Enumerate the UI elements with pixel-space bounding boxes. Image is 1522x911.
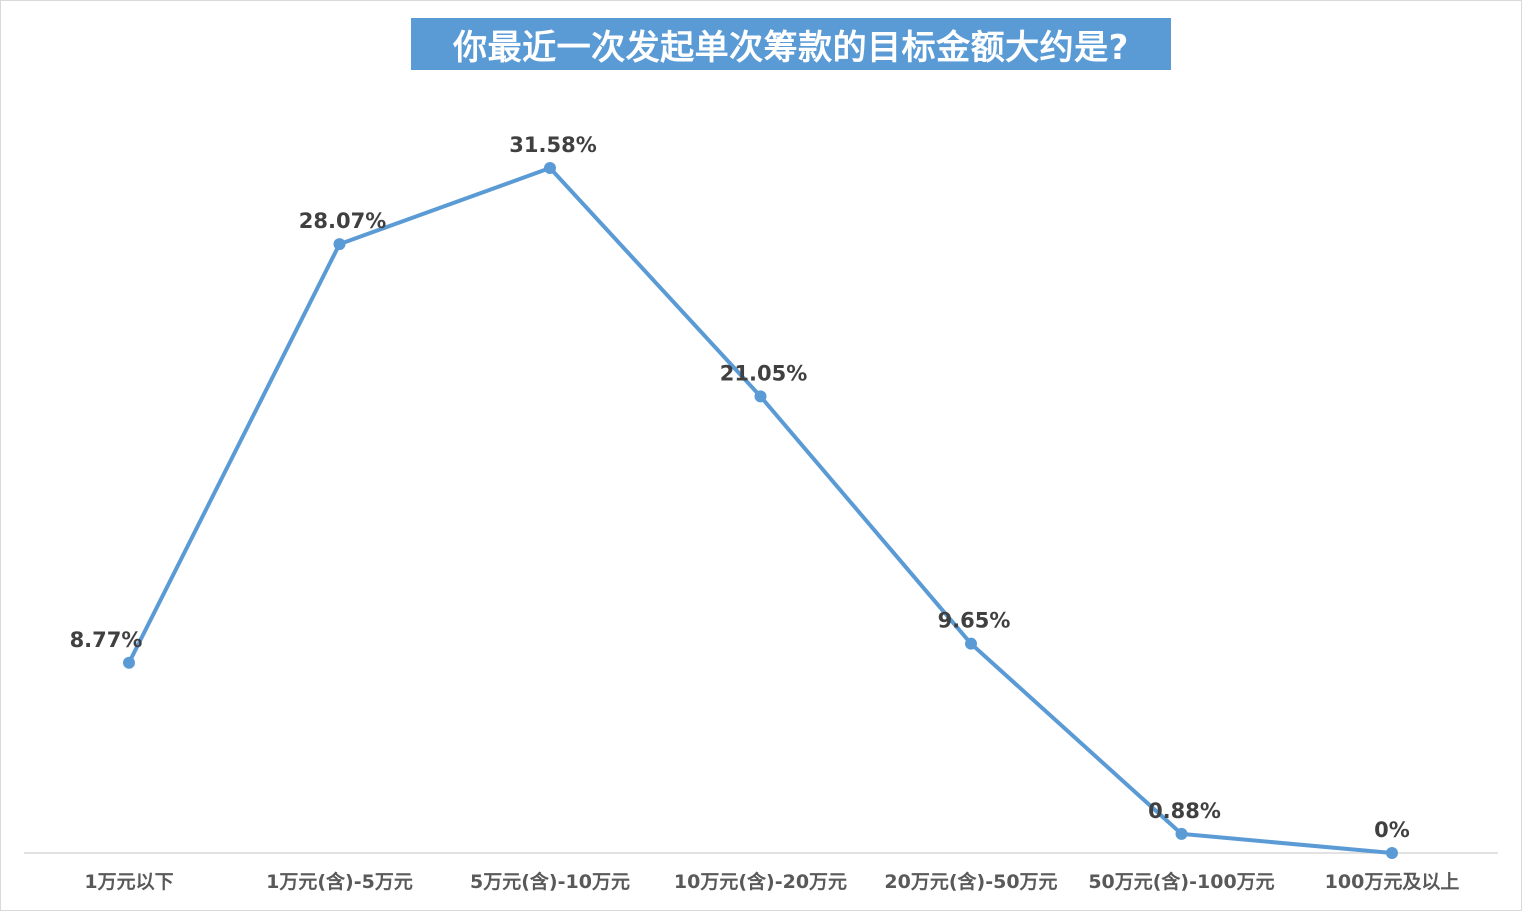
- data-point-3: [754, 390, 767, 403]
- x-tick-label-5: 50万元(含)-100万元: [1088, 870, 1274, 893]
- data-point-0: [123, 656, 135, 669]
- x-tick-label-6: 100万元及以上: [1325, 871, 1460, 893]
- data-label-5: 0.88%: [1148, 799, 1221, 823]
- data-point-5: [1175, 827, 1188, 840]
- data-label-2: 31.58%: [509, 133, 596, 157]
- data-label-6: 0%: [1374, 818, 1410, 842]
- chart-title-banner: 你最近一次发起单次筹款的目标金额大约是?: [411, 18, 1171, 70]
- data-label-0: 8.77%: [70, 628, 143, 652]
- data-point-4: [965, 637, 977, 650]
- series-layer: 8.77% 28.07% 31.58% 21.05% 9.65% 0.88% 0%: [70, 133, 1410, 859]
- data-label-4: 9.65%: [938, 609, 1011, 633]
- x-tick-label-2: 5万元(含)-10万元: [470, 870, 630, 893]
- chart-title: 你最近一次发起单次筹款的目标金额大约是?: [453, 27, 1129, 68]
- data-label-1: 28.07%: [299, 209, 386, 233]
- data-point-1: [333, 238, 346, 251]
- data-label-3: 21.05%: [720, 361, 807, 385]
- series-line: [127, 166, 1393, 855]
- x-tick-label-0: 1万元以下: [84, 871, 173, 893]
- x-tick-label-3: 10万元(含)-20万元: [674, 870, 847, 893]
- x-tick-label-1: 1万元(含)-5万元: [266, 870, 413, 893]
- tick-labels: 1万元以下 1万元(含)-5万元 5万元(含)-10万元 10万元(含)-20万元 20…: [84, 870, 1459, 893]
- data-point-2: [544, 162, 556, 174]
- data-point-6: [1386, 847, 1398, 859]
- x-tick-label-4: 20万元(含)-50万元: [884, 870, 1057, 893]
